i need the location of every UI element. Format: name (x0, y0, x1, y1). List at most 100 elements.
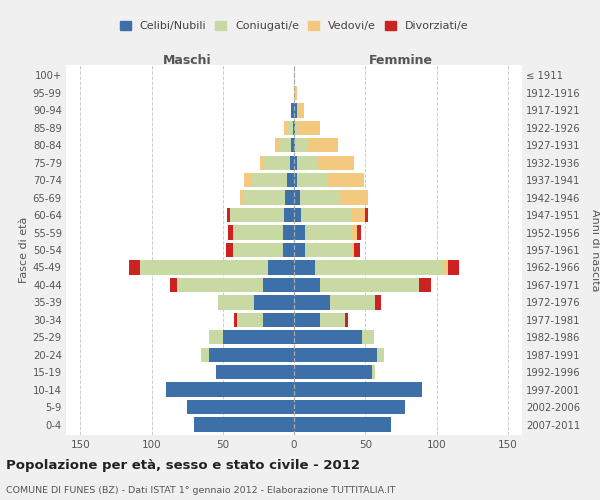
Bar (294, 418, 391, 432)
Bar (291, 103, 294, 118)
Bar (316, 260, 443, 274)
Bar (294, 295, 329, 310)
Bar (373, 365, 375, 380)
Bar (233, 243, 283, 257)
Bar (215, 365, 294, 380)
Bar (301, 208, 351, 222)
Bar (294, 278, 320, 292)
Y-axis label: Anni di nascita: Anni di nascita (590, 209, 600, 291)
Bar (286, 190, 294, 205)
Bar (280, 138, 291, 152)
Bar (293, 120, 294, 135)
Bar (298, 120, 320, 135)
Bar (284, 120, 287, 135)
Bar (294, 312, 320, 327)
Bar (287, 120, 293, 135)
Bar (294, 226, 305, 239)
Bar (294, 208, 301, 222)
Text: COMUNE DI FUNES (BZ) - Dati ISTAT 1° gennaio 2012 - Elaborazione TUTTITALIA.IT: COMUNE DI FUNES (BZ) - Dati ISTAT 1° gen… (6, 486, 395, 495)
Bar (263, 312, 294, 327)
Bar (346, 312, 348, 327)
Bar (242, 190, 286, 205)
Bar (448, 260, 460, 274)
Bar (356, 226, 361, 239)
Bar (318, 156, 354, 170)
Bar (320, 312, 346, 327)
Bar (305, 243, 351, 257)
Legend: Celibi/Nubili, Coniugati/e, Vedovi/e, Divorziati/e: Celibi/Nubili, Coniugati/e, Vedovi/e, Di… (118, 19, 470, 34)
Bar (218, 295, 254, 310)
Bar (365, 208, 368, 222)
Bar (294, 382, 422, 397)
Bar (340, 190, 368, 205)
Bar (294, 156, 297, 170)
Bar (294, 243, 305, 257)
Bar (177, 278, 263, 292)
Bar (140, 260, 268, 274)
Bar (260, 156, 264, 170)
Bar (362, 330, 374, 344)
Bar (351, 226, 356, 239)
Bar (240, 190, 242, 205)
Bar (237, 312, 263, 327)
Bar (294, 120, 295, 135)
Bar (329, 295, 375, 310)
Bar (294, 190, 300, 205)
Bar (320, 278, 419, 292)
Bar (294, 365, 373, 380)
Bar (294, 103, 297, 118)
Bar (377, 348, 384, 362)
Bar (294, 330, 362, 344)
Bar (275, 138, 280, 152)
Bar (233, 226, 283, 239)
Bar (263, 278, 294, 292)
Bar (328, 173, 364, 188)
Bar (268, 260, 294, 274)
Bar (187, 400, 294, 414)
Bar (209, 348, 294, 362)
Bar (264, 156, 290, 170)
Bar (166, 382, 294, 397)
Bar (297, 173, 328, 188)
Bar (294, 400, 405, 414)
Bar (294, 138, 295, 152)
Bar (295, 138, 307, 152)
Bar (227, 208, 230, 222)
Bar (351, 243, 354, 257)
Bar (251, 173, 287, 188)
Text: Popolazione per età, sesso e stato civile - 2012: Popolazione per età, sesso e stato civil… (6, 460, 360, 472)
Text: Maschi: Maschi (163, 54, 211, 66)
Bar (307, 138, 338, 152)
Bar (284, 208, 294, 222)
Bar (194, 418, 294, 432)
Bar (229, 226, 233, 239)
Bar (226, 243, 233, 257)
Bar (290, 156, 294, 170)
Text: Femmine: Femmine (369, 54, 433, 66)
Y-axis label: Fasce di età: Fasce di età (19, 217, 29, 283)
Bar (375, 295, 381, 310)
Bar (128, 260, 140, 274)
Bar (202, 348, 209, 362)
Bar (283, 243, 294, 257)
Bar (230, 208, 284, 222)
Bar (294, 86, 297, 100)
Bar (300, 190, 340, 205)
Bar (294, 173, 297, 188)
Bar (170, 278, 177, 292)
Bar (223, 330, 294, 344)
Bar (351, 208, 365, 222)
Bar (244, 173, 251, 188)
Bar (297, 156, 318, 170)
Bar (254, 295, 294, 310)
Bar (234, 312, 237, 327)
Bar (291, 138, 294, 152)
Bar (294, 348, 377, 362)
Bar (297, 103, 304, 118)
Bar (354, 243, 359, 257)
Bar (443, 260, 448, 274)
Bar (287, 173, 294, 188)
Bar (305, 226, 351, 239)
Bar (209, 330, 223, 344)
Bar (295, 120, 298, 135)
